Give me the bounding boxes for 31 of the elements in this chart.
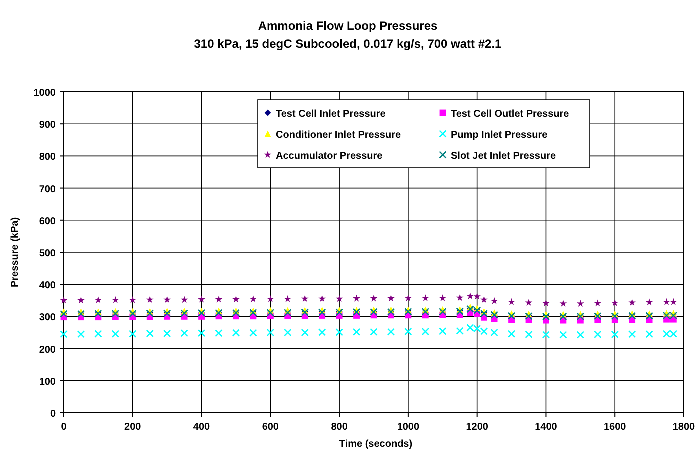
y-tick-label: 500 bbox=[39, 248, 56, 260]
y-tick-label: 1000 bbox=[34, 88, 56, 99]
x-tick-label: 200 bbox=[124, 422, 142, 433]
x-tick-label: 600 bbox=[262, 422, 280, 433]
y-tick-label: 400 bbox=[39, 280, 56, 292]
x-tick-label: 1200 bbox=[466, 422, 489, 433]
x-axis-title: Time (seconds) bbox=[339, 439, 413, 450]
x-tick-label: 800 bbox=[331, 422, 348, 433]
chart-title: Ammonia Flow Loop Pressures bbox=[258, 19, 438, 33]
x-tick-label: 1600 bbox=[604, 422, 627, 433]
y-tick-label: 0 bbox=[50, 409, 56, 420]
x-tick-label: 1000 bbox=[397, 422, 420, 433]
y-tick-label: 300 bbox=[39, 312, 56, 324]
y-tick-label: 600 bbox=[39, 216, 56, 228]
legend-label: Test Cell Inlet Pressure bbox=[276, 109, 386, 120]
y-tick-label: 200 bbox=[39, 344, 56, 356]
legend-label: Accumulator Pressure bbox=[276, 151, 384, 162]
x-tick-label: 0 bbox=[61, 422, 68, 433]
legend-label: Slot Jet Inlet Pressure bbox=[451, 151, 556, 162]
x-tick-label: 1800 bbox=[672, 422, 696, 433]
y-tick-label: 800 bbox=[39, 152, 56, 164]
y-axis-title: Pressure (kPa) bbox=[10, 217, 21, 288]
x-tick-label: 400 bbox=[193, 422, 211, 433]
legend-label: Pump Inlet Pressure bbox=[451, 130, 548, 141]
legend-label: Conditioner Inlet Pressure bbox=[276, 130, 402, 141]
chart-subtitle: 310 kPa, 15 degC Subcooled, 0.017 kg/s, 700 watt #2.1 bbox=[194, 37, 502, 51]
y-tick-label: 100 bbox=[39, 376, 56, 388]
y-tick-label: 700 bbox=[39, 184, 56, 196]
y-tick-label: 900 bbox=[39, 120, 56, 132]
legend-label: Test Cell Outlet Pressure bbox=[451, 109, 570, 120]
x-tick-label: 1400 bbox=[535, 422, 558, 433]
